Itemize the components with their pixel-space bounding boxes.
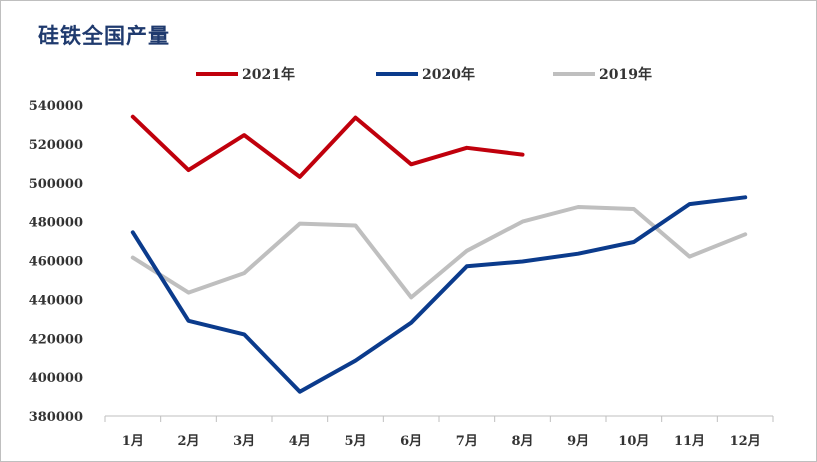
- y-axis: 540000 520000 500000 480000 460000 440000 4200…: [29, 99, 83, 425]
- legend: 2021年 2020年 2019年: [196, 66, 652, 83]
- x-tick-label: 4月: [289, 434, 311, 449]
- legend-label: 2019年: [599, 66, 652, 83]
- series-line-2021年: [130, 114, 525, 179]
- x-tick-label: 6月: [400, 434, 422, 449]
- y-tick-label: 400000: [29, 371, 83, 386]
- series-line-2019年: [130, 205, 748, 300]
- x-tick-label: 7月: [456, 434, 478, 449]
- x-tick-label: 10月: [618, 434, 649, 449]
- y-tick-label: 540000: [29, 99, 83, 114]
- y-tick-label: 460000: [29, 255, 83, 270]
- legend-label: 2020年: [422, 66, 475, 83]
- x-tick-label: 9月: [567, 434, 589, 449]
- y-tick-label: 380000: [29, 410, 83, 425]
- y-tick-label: 520000: [29, 138, 83, 153]
- x-tick-label: 5月: [344, 434, 366, 449]
- x-tick-label: 12月: [730, 434, 761, 449]
- y-tick-label: 440000: [29, 293, 83, 308]
- legend-label: 2021年: [242, 66, 295, 83]
- chart-title: 硅铁全国产量: [38, 23, 170, 48]
- x-axis: 1月 2月 3月 4月 5月 6月 7月 8月 9月 10月 11月 12月: [104, 415, 774, 449]
- series-lines: [130, 114, 748, 394]
- y-tick-label: 420000: [29, 332, 83, 347]
- series-line-2020年: [130, 195, 748, 394]
- x-tick-label: 11月: [674, 434, 705, 449]
- y-tick-label: 500000: [29, 177, 83, 192]
- x-tick-label: 1月: [122, 434, 144, 449]
- x-tick-label: 3月: [233, 434, 255, 449]
- x-tick-label: 2月: [177, 434, 199, 449]
- y-tick-label: 480000: [29, 216, 83, 231]
- x-tick-label: 8月: [511, 434, 533, 449]
